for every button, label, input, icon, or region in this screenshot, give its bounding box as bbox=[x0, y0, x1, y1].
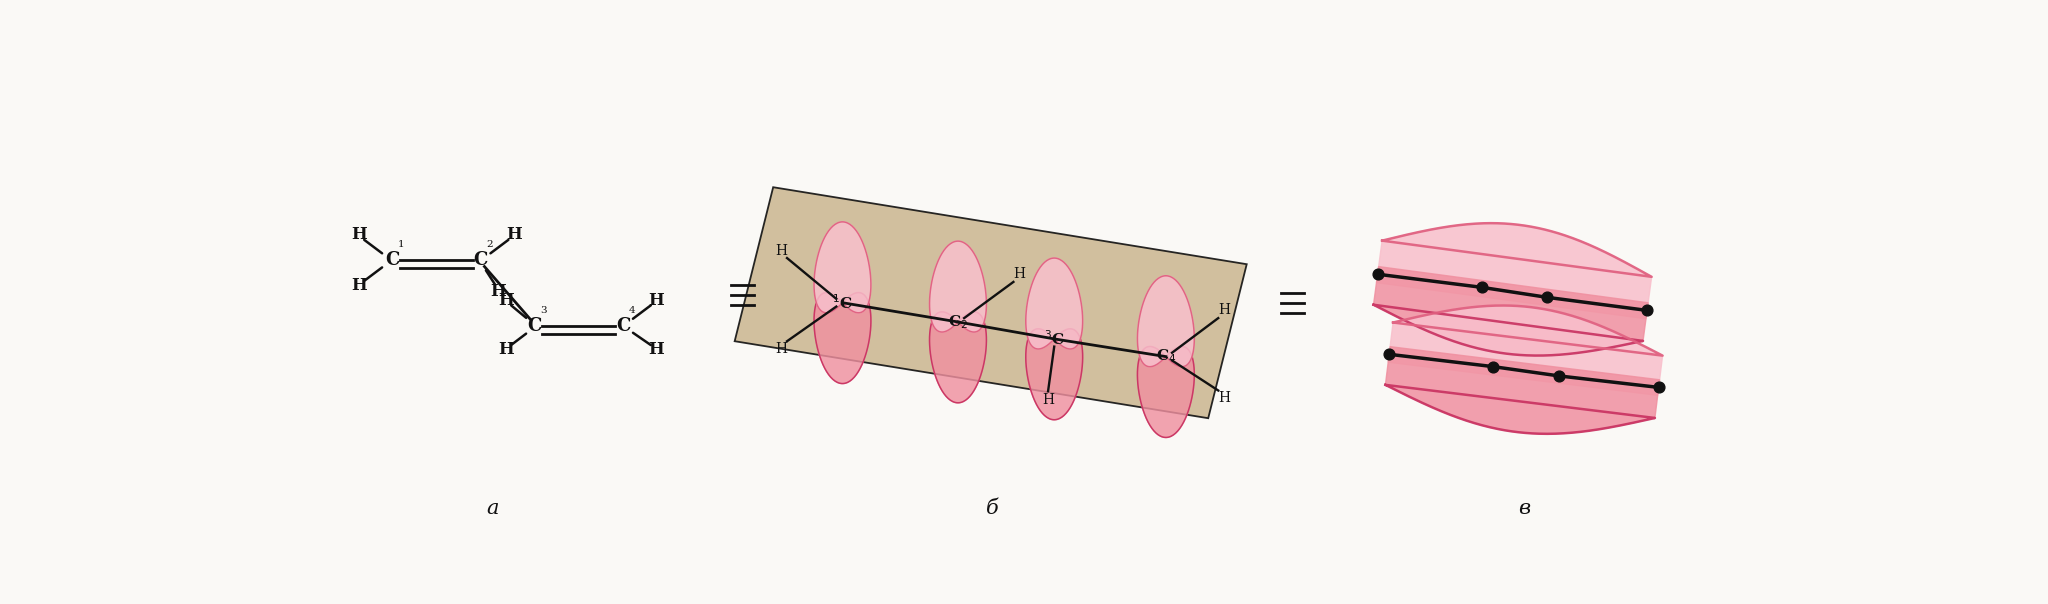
Polygon shape bbox=[1026, 258, 1083, 349]
Text: $^3$C: $^3$C bbox=[1044, 330, 1065, 349]
Text: H: H bbox=[1014, 267, 1026, 281]
Text: C: C bbox=[473, 251, 487, 269]
Text: H: H bbox=[350, 226, 367, 243]
Text: 2: 2 bbox=[487, 240, 494, 249]
Point bbox=[1542, 371, 1575, 381]
Text: C$_2$: C$_2$ bbox=[948, 313, 969, 331]
Text: H: H bbox=[1042, 393, 1055, 408]
Text: H: H bbox=[1219, 303, 1231, 318]
Text: H: H bbox=[498, 341, 514, 358]
Polygon shape bbox=[930, 241, 987, 332]
Point bbox=[1362, 269, 1395, 279]
Polygon shape bbox=[813, 292, 870, 384]
Text: в: в bbox=[1518, 499, 1530, 518]
Polygon shape bbox=[930, 312, 987, 403]
Text: $^1$C: $^1$C bbox=[831, 294, 852, 312]
Point bbox=[1530, 292, 1563, 302]
Text: C: C bbox=[385, 251, 399, 269]
Point bbox=[1642, 382, 1675, 392]
Text: H: H bbox=[649, 341, 664, 358]
Text: C$_4$: C$_4$ bbox=[1155, 348, 1176, 365]
Text: H: H bbox=[649, 292, 664, 309]
Polygon shape bbox=[1374, 266, 1649, 356]
Point bbox=[1477, 362, 1509, 371]
Point bbox=[1630, 306, 1663, 315]
Text: H: H bbox=[489, 283, 506, 300]
Text: C: C bbox=[526, 317, 541, 335]
Text: 3: 3 bbox=[541, 306, 547, 315]
Polygon shape bbox=[1026, 329, 1083, 420]
Polygon shape bbox=[1376, 223, 1651, 319]
Text: 1: 1 bbox=[397, 240, 406, 249]
Text: a: a bbox=[485, 499, 498, 518]
Polygon shape bbox=[813, 222, 870, 313]
Point bbox=[1372, 350, 1405, 359]
Polygon shape bbox=[1384, 347, 1659, 434]
Text: H: H bbox=[1219, 391, 1231, 405]
Polygon shape bbox=[1389, 306, 1663, 396]
Text: 4: 4 bbox=[629, 306, 635, 315]
Point bbox=[1464, 283, 1497, 292]
Polygon shape bbox=[735, 187, 1247, 418]
Text: H: H bbox=[774, 342, 786, 356]
Text: б: б bbox=[987, 499, 999, 518]
Polygon shape bbox=[1137, 347, 1194, 437]
Text: H: H bbox=[350, 277, 367, 294]
Polygon shape bbox=[1137, 276, 1194, 367]
Text: H: H bbox=[498, 292, 514, 309]
Text: C: C bbox=[616, 317, 631, 335]
Text: H: H bbox=[774, 244, 786, 258]
Text: H: H bbox=[506, 226, 522, 243]
